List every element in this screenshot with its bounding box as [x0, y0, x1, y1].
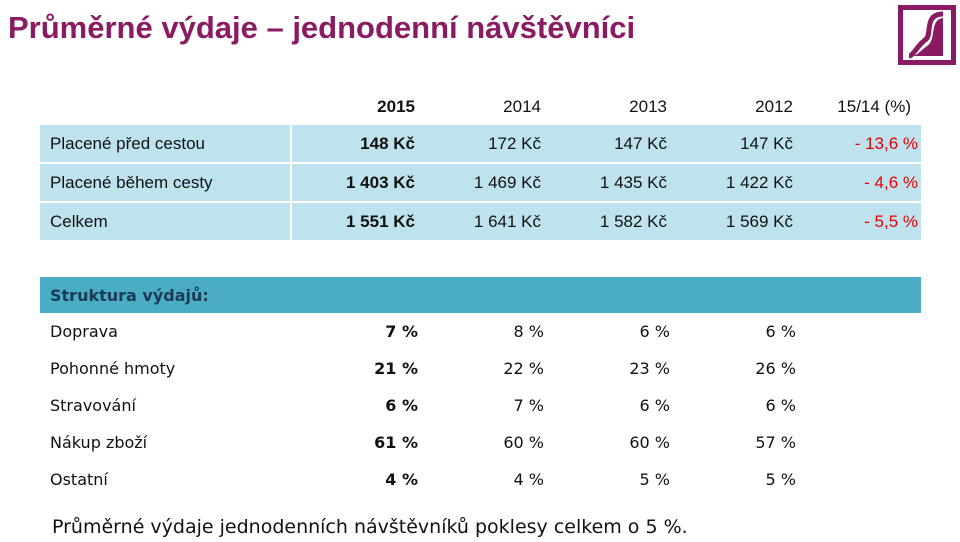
- table-cell: 6 %: [639, 396, 670, 415]
- table-cell: 6 %: [765, 322, 796, 341]
- expenses-table: 2015 2014 2013 2012 15/14 (%) Placené př…: [40, 88, 921, 242]
- table-row: Pohonné hmoty 21 % 22 % 23 % 26 %: [40, 350, 921, 387]
- column-header: 2013: [629, 96, 667, 116]
- table-row: Ostatní 4 % 4 % 5 % 5 %: [40, 461, 921, 498]
- table-cell: 22 %: [503, 359, 544, 378]
- column-header: 2014: [503, 96, 541, 116]
- table-cell: 4 %: [513, 470, 544, 489]
- change-cell: - 13,6 %: [854, 133, 918, 153]
- table-cell: 5 %: [765, 470, 796, 489]
- table-cell: 147 Kč: [740, 133, 793, 153]
- row-label: Ostatní: [50, 470, 108, 489]
- table-cell: 1 641 Kč: [473, 211, 541, 231]
- table-cell: 26 %: [755, 359, 796, 378]
- table-cell: 148 Kč: [360, 133, 415, 153]
- row-label: Pohonné hmoty: [50, 359, 176, 378]
- table-cell: 7 %: [385, 322, 418, 341]
- row-label: Celkem: [50, 211, 108, 231]
- table-cell: 1 469 Kč: [473, 172, 541, 192]
- row-label: Stravování: [50, 396, 136, 415]
- row-label: Placené během cesty: [50, 172, 213, 192]
- change-cell: - 5,5 %: [864, 211, 918, 231]
- table-cell: 60 %: [629, 433, 670, 452]
- row-label: Placené před cestou: [50, 133, 205, 153]
- table-cell: 172 Kč: [488, 133, 541, 153]
- table-cell: 147 Kč: [614, 133, 667, 153]
- row-label: Doprava: [50, 322, 118, 341]
- column-header: 15/14 (%): [837, 96, 911, 116]
- footnote: Průměrné výdaje jednodenních návštěvníků…: [52, 516, 688, 538]
- table-cell: 1 551 Kč: [346, 211, 415, 231]
- page-title: Průměrné výdaje – jednodenní návštěvníci: [8, 10, 636, 45]
- column-header: 2015: [377, 96, 415, 116]
- table-cell: 60 %: [503, 433, 544, 452]
- table-cell: 6 %: [385, 396, 418, 415]
- table-cell: 1 582 Kč: [599, 211, 667, 231]
- table-cell: 1 435 Kč: [599, 172, 667, 192]
- table-cell: 6 %: [765, 396, 796, 415]
- table-cell: 21 %: [374, 359, 418, 378]
- structure-heading: Struktura výdajů:: [40, 277, 921, 313]
- structure-table: Struktura výdajů: Doprava 7 % 8 % 6 % 6 …: [40, 277, 921, 498]
- table-cell: 23 %: [629, 359, 670, 378]
- table-cell: 5 %: [639, 470, 670, 489]
- logo-s-icon: [908, 11, 944, 59]
- table-cell: 1 422 Kč: [725, 172, 793, 192]
- change-cell: - 4,6 %: [864, 172, 918, 192]
- table-cell: 61 %: [374, 433, 418, 452]
- table-row: Placené během cesty 1 403 Kč 1 469 Kč 1 …: [40, 164, 921, 203]
- table-row: Placené před cestou 148 Kč 172 Kč 147 Kč…: [40, 125, 921, 164]
- table-cell: 1 403 Kč: [346, 172, 415, 192]
- table-row: Nákup zboží 61 % 60 % 60 % 57 %: [40, 424, 921, 461]
- table-header-row: 2015 2014 2013 2012 15/14 (%): [40, 88, 921, 125]
- table-cell: 57 %: [755, 433, 796, 452]
- table-cell: 7 %: [513, 396, 544, 415]
- table-row: Doprava 7 % 8 % 6 % 6 %: [40, 313, 921, 350]
- table-cell: 8 %: [513, 322, 544, 341]
- table-row: Stravování 6 % 7 % 6 % 6 %: [40, 387, 921, 424]
- brand-logo: [898, 5, 956, 65]
- table-cell: 6 %: [639, 322, 670, 341]
- table-cell: 4 %: [385, 470, 418, 489]
- column-header: 2012: [755, 96, 793, 116]
- row-label: Nákup zboží: [50, 433, 148, 452]
- table-row-total: Celkem 1 551 Kč 1 641 Kč 1 582 Kč 1 569 …: [40, 203, 921, 242]
- table-cell: 1 569 Kč: [725, 211, 793, 231]
